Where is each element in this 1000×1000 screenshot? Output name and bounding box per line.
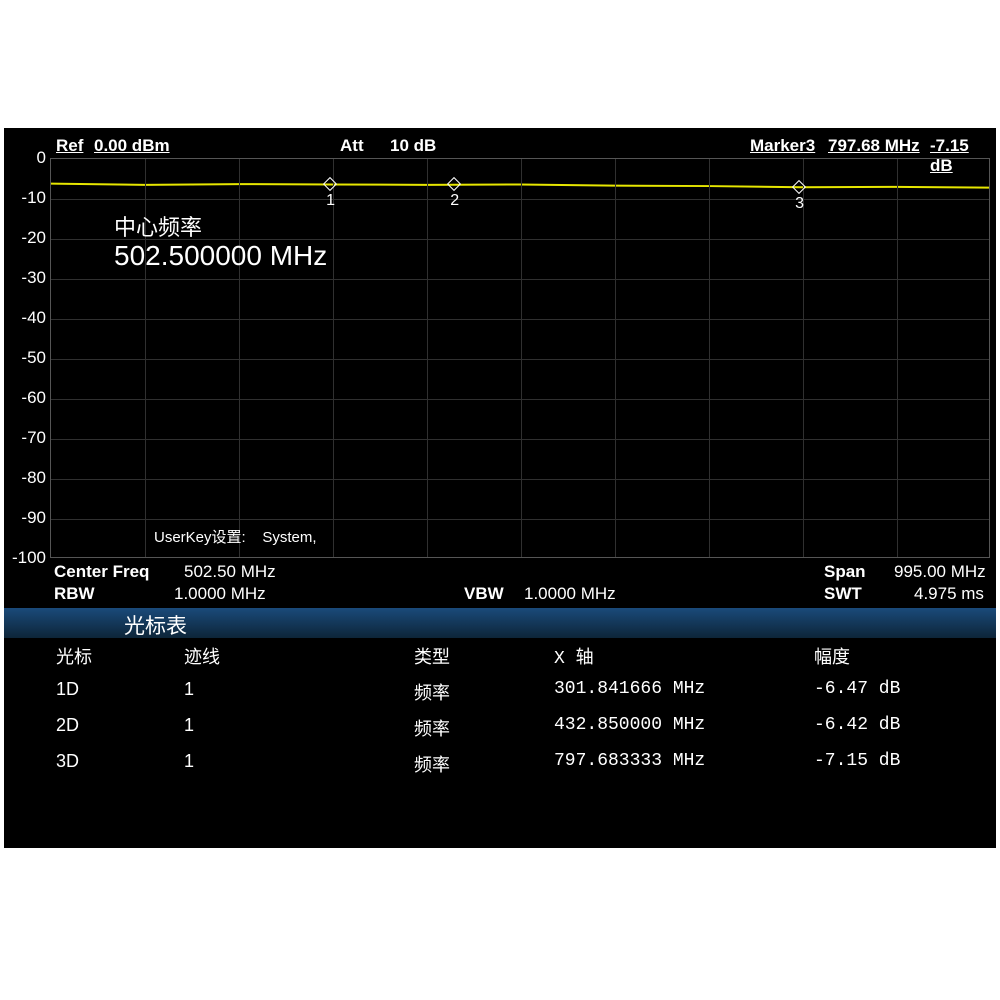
y-tick: 0	[4, 148, 46, 168]
y-tick: -50	[4, 348, 46, 368]
y-tick: -80	[4, 468, 46, 488]
table-cell: 频率	[414, 715, 450, 741]
vbw-label: VBW	[464, 584, 504, 604]
marker-table-title: 光标表	[124, 610, 187, 640]
y-tick: -20	[4, 228, 46, 248]
table-row: 1D 1 频率 301.841666 MHz -6.47 dB	[4, 679, 996, 713]
table-cell: 3D	[56, 751, 79, 772]
att-label: Att	[340, 136, 364, 156]
span-value: 995.00 MHz	[894, 562, 986, 582]
marker-number: 3	[795, 195, 804, 213]
cf-value: 502.50 MHz	[184, 562, 276, 582]
marker-number: 2	[450, 192, 459, 210]
top-params: Ref 0.00 dBm Att 10 dB Marker3 797.68 MH…	[50, 136, 990, 158]
rbw-label: RBW	[54, 584, 95, 604]
y-tick: -40	[4, 308, 46, 328]
y-tick: -70	[4, 428, 46, 448]
y-tick: -100	[4, 548, 46, 568]
marker-freq: 797.68 MHz	[828, 136, 920, 156]
table-cell: 1	[184, 679, 194, 700]
ref-value: 0.00 dBm	[94, 136, 170, 156]
table-cell: 频率	[414, 679, 450, 705]
table-col-header: 类型	[414, 643, 450, 669]
marker-table-header: 光标表	[4, 608, 996, 638]
table-col-header: 光标	[56, 643, 92, 669]
center-freq-title: 中心频率	[114, 210, 202, 242]
table-cell: 797.683333 MHz	[554, 751, 705, 771]
analyzer-screen: Ref 0.00 dBm Att 10 dB Marker3 797.68 MH…	[4, 128, 996, 848]
table-col-header: 迹线	[184, 643, 220, 669]
y-tick: -90	[4, 508, 46, 528]
table-row: 3D 1 频率 797.683333 MHz -7.15 dB	[4, 751, 996, 785]
table-col-header: 幅度	[814, 643, 850, 669]
table-cell: 频率	[414, 751, 450, 777]
y-tick: -30	[4, 268, 46, 288]
cf-label: Center Freq	[54, 562, 149, 582]
swt-value: 4.975 ms	[914, 584, 984, 604]
table-cell: 1	[184, 715, 194, 736]
userkey-row: UserKey设置: System,	[154, 526, 317, 547]
table-cell: 2D	[56, 715, 79, 736]
marker-label: Marker3	[750, 136, 815, 156]
y-tick: -10	[4, 188, 46, 208]
vbw-value: 1.0000 MHz	[524, 584, 616, 604]
userkey-label: UserKey设置:	[154, 529, 246, 546]
table-cell: -6.47 dB	[814, 679, 900, 699]
rbw-value: 1.0000 MHz	[174, 584, 266, 604]
y-tick: -60	[4, 388, 46, 408]
userkey-value: System,	[262, 529, 316, 546]
marker-number: 1	[326, 192, 335, 210]
table-cell: 1D	[56, 679, 79, 700]
table-col-header: X 轴	[554, 643, 594, 669]
span-label: Span	[824, 562, 866, 582]
swt-label: SWT	[824, 584, 862, 604]
att-value: 10 dB	[390, 136, 436, 156]
table-cell: -6.42 dB	[814, 715, 900, 735]
table-cell: 301.841666 MHz	[554, 679, 705, 699]
center-freq-value: 502.500000 MHz	[114, 240, 327, 272]
table-cell: -7.15 dB	[814, 751, 900, 771]
table-row: 2D 1 频率 432.850000 MHz -6.42 dB	[4, 715, 996, 749]
table-cell: 1	[184, 751, 194, 772]
table-cell: 432.850000 MHz	[554, 715, 705, 735]
ref-label: Ref	[56, 136, 83, 156]
